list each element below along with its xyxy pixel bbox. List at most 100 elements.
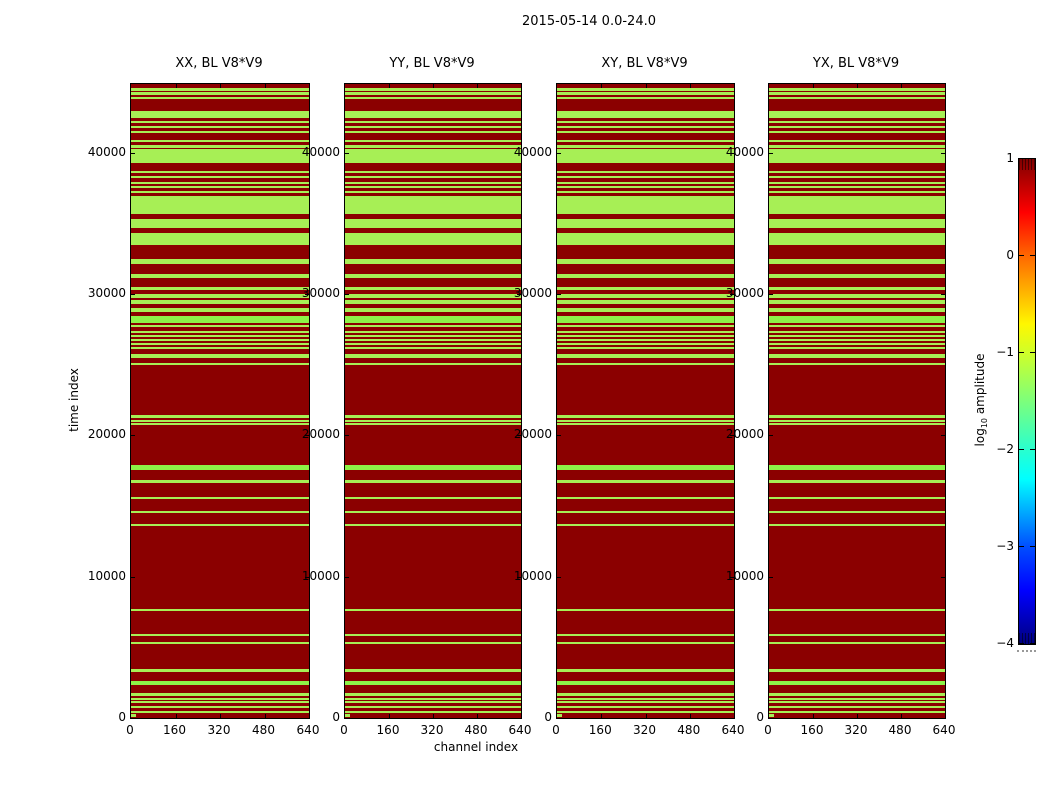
y-tick-label: 0 — [756, 710, 764, 724]
colorbar-tick-mark — [1030, 255, 1035, 256]
green-stripe — [131, 96, 309, 100]
y-tick-mark — [730, 435, 734, 437]
y-tick-mark — [730, 294, 734, 296]
green-stripe — [769, 232, 945, 246]
y-tick-mark — [345, 576, 349, 578]
green-stripe — [557, 464, 734, 470]
green-stripe — [131, 338, 309, 341]
y-tick-mark — [941, 152, 945, 154]
y-tick-mark — [557, 294, 561, 296]
x-tick-mark — [689, 84, 691, 88]
green-stripe — [131, 697, 309, 700]
green-stripe — [345, 325, 521, 328]
x-axis-label: channel index — [433, 740, 519, 754]
green-stripe — [131, 633, 309, 637]
green-stripe — [131, 419, 309, 422]
green-stripe — [769, 701, 945, 704]
green-stripe — [345, 182, 521, 185]
green-stripe — [131, 131, 309, 134]
y-tick-mark — [517, 152, 521, 154]
x-tick-mark — [857, 84, 858, 88]
y-tick-label: 40000 — [513, 144, 552, 159]
green-stripe — [345, 125, 521, 128]
x-tick-mark — [901, 714, 902, 718]
green-stripe — [131, 294, 309, 298]
green-stripe — [557, 316, 734, 323]
green-stripe — [769, 121, 945, 124]
green-stripe — [345, 300, 521, 304]
heatmap-plot-xy — [556, 83, 735, 719]
green-stripe — [769, 669, 945, 672]
green-stripe — [345, 186, 521, 189]
colorbar-tick-label: 0 — [1006, 248, 1014, 262]
colorbar-tick-mark — [1019, 643, 1024, 644]
green-stripe — [557, 523, 734, 526]
green-stripe — [557, 338, 734, 341]
colorbar-label-suffix: amplitude — [972, 353, 987, 418]
x-tick-label: 0 — [764, 723, 772, 737]
green-stripe — [557, 706, 734, 709]
green-stripe — [557, 219, 734, 228]
y-tick-label: 20000 — [301, 427, 340, 442]
green-stripe — [769, 711, 945, 714]
green-stripe — [131, 497, 309, 500]
panel-title-xy: XY, BL V8*V9 — [601, 56, 688, 71]
green-stripe — [557, 669, 734, 672]
green-stripe — [557, 131, 734, 134]
green-stripe — [557, 294, 734, 298]
green-stripe — [769, 680, 945, 686]
green-stripe — [345, 307, 521, 313]
y-tick-mark — [345, 152, 349, 154]
green-stripe — [345, 144, 521, 148]
colorbar — [1018, 158, 1036, 645]
panel-title-yx: YX, BL V8*V9 — [812, 56, 900, 71]
green-stripe — [769, 423, 945, 426]
x-tick-mark — [477, 714, 478, 718]
green-stripe — [769, 300, 945, 304]
green-stripe — [131, 342, 309, 345]
green-stripe — [345, 286, 521, 291]
y-tick-label: 40000 — [87, 144, 126, 159]
heatmap-plot-yy — [344, 83, 522, 719]
green-stripe — [769, 274, 945, 279]
green-stripe — [345, 346, 521, 349]
colorbar-tick-mark — [1019, 449, 1024, 450]
panel-title-yy: YY, BL V8*V9 — [389, 56, 475, 71]
y-tick-mark — [769, 152, 773, 154]
y-tick-label: 10000 — [301, 568, 340, 583]
green-stripe — [131, 121, 309, 124]
green-stripe — [769, 96, 945, 100]
y-tick-mark — [305, 435, 309, 437]
x-tick-mark — [220, 714, 221, 718]
green-stripe — [345, 335, 521, 338]
green-stripe — [557, 325, 734, 328]
x-tick-label: 0 — [126, 723, 134, 737]
green-stripe — [769, 170, 945, 174]
green-stripe — [345, 701, 521, 704]
green-stripe — [557, 110, 734, 118]
green-stripe — [345, 316, 521, 323]
green-stripe — [769, 258, 945, 264]
y-tick-label: 30000 — [513, 286, 552, 301]
green-stripe — [769, 186, 945, 189]
x-tick-mark — [901, 84, 902, 88]
green-stripe — [345, 608, 521, 612]
y-tick-mark — [557, 152, 561, 154]
green-stripe — [557, 139, 734, 142]
green-stripe — [557, 307, 734, 313]
green-stripe — [345, 331, 521, 334]
x-tick-label: 160 — [800, 723, 824, 737]
x-tick-label: 640 — [296, 723, 320, 737]
green-stripe — [769, 139, 945, 142]
x-tick-label: 320 — [633, 723, 656, 737]
y-tick-mark — [345, 435, 349, 437]
green-stripe — [131, 608, 309, 612]
green-stripe — [769, 144, 945, 148]
green-stripe — [557, 423, 734, 426]
green-stripe — [345, 190, 521, 193]
y-tick-mark — [941, 294, 945, 296]
green-stripe — [131, 232, 309, 246]
green-stripe — [769, 87, 945, 91]
green-stripe — [345, 362, 521, 366]
